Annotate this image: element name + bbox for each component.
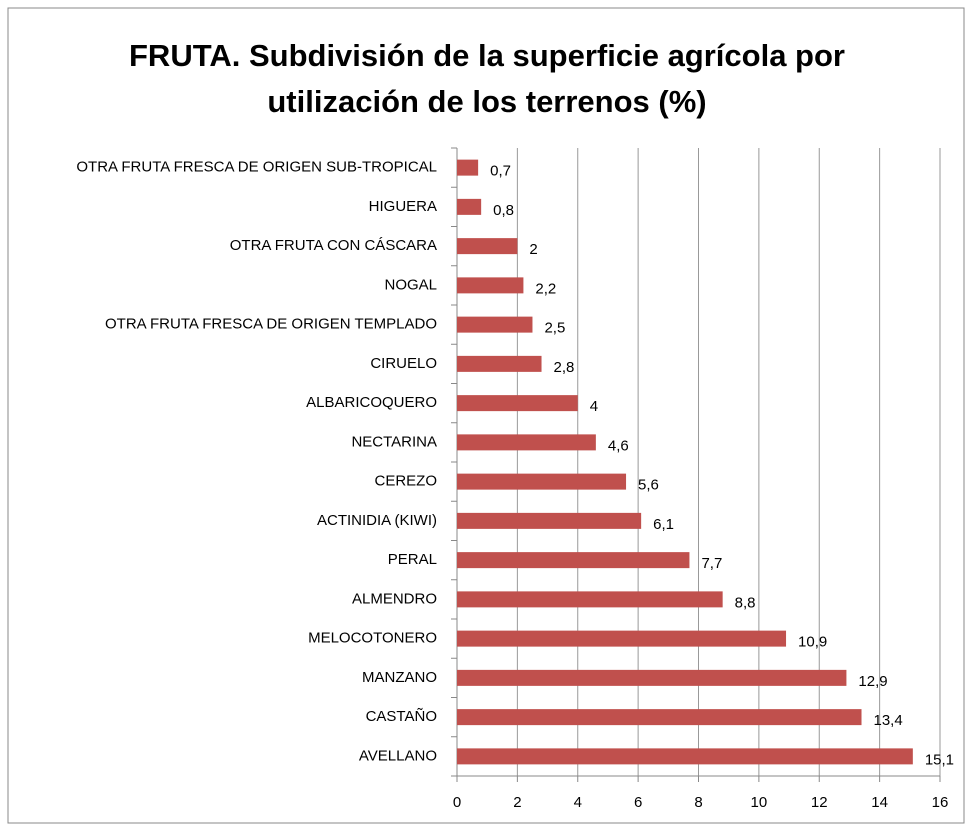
x-tick-label: 8 [694,794,702,811]
y-tick-label: MELOCOTONERO [308,630,437,647]
y-tick-label: OTRA FRUTA FRESCA DE ORIGEN SUB-TROPICAL [76,159,437,176]
x-tick-label: 10 [751,794,768,811]
bar [457,277,524,294]
x-tick-label: 12 [811,794,828,811]
y-tick-label: PERAL [388,551,437,568]
data-label: 7,7 [701,555,722,572]
y-tick-label: OTRA FRUTA CON CÁSCARA [230,237,437,254]
y-tick-label: ACTINIDIA (KIWI) [317,512,437,529]
data-label: 2,2 [535,280,556,297]
x-tick-label: 6 [634,794,642,811]
bar [457,473,627,490]
bar [457,355,542,372]
data-label: 0,8 [493,202,514,219]
bar [457,316,533,333]
data-label: 10,9 [798,634,827,651]
data-label: 2 [529,241,537,258]
x-tick-label: 4 [574,794,582,811]
data-label: 15,1 [925,751,954,768]
x-tick-label: 16 [932,794,949,811]
bar [457,434,596,451]
bar [457,748,913,765]
bar [457,630,787,647]
bar [457,552,690,569]
x-tick-label: 0 [453,794,461,811]
y-tick-label: ALMENDRO [352,590,437,607]
chart-title: utilización de los terrenos (%) [267,84,706,119]
data-label: 8,8 [735,594,756,611]
x-tick-label: 14 [871,794,888,811]
y-tick-label: CEREZO [374,473,437,490]
y-tick-label: ALBARICOQUERO [306,394,437,411]
data-label: 6,1 [653,516,674,533]
data-label: 0,7 [490,163,511,180]
data-label: 5,6 [638,477,659,494]
y-tick-label: CASTAÑO [366,708,437,725]
y-tick-label: NECTARINA [351,433,437,450]
data-label: 2,5 [544,320,565,337]
data-label: 2,8 [554,359,575,376]
bar [457,591,723,608]
data-label: 4,6 [608,437,629,454]
data-label: 12,9 [858,673,887,690]
y-tick-label: NOGAL [384,276,437,293]
bar [457,669,847,686]
bar [457,512,642,529]
data-label: 13,4 [874,712,903,729]
chart-title: FRUTA. Subdivisión de la superficie agrí… [129,38,845,73]
bar [457,709,862,726]
bar [457,159,479,176]
y-tick-label: MANZANO [362,669,437,686]
bar [457,395,578,412]
bar [457,238,518,255]
x-tick-label: 2 [513,794,521,811]
chart-border [7,7,965,824]
y-tick-label: OTRA FRUTA FRESCA DE ORIGEN TEMPLADO [105,316,437,333]
y-tick-label: AVELLANO [359,747,437,764]
y-tick-label: CIRUELO [370,355,437,372]
y-tick-label: HIGUERA [369,198,437,215]
bar [457,198,482,215]
data-label: 4 [590,398,598,415]
